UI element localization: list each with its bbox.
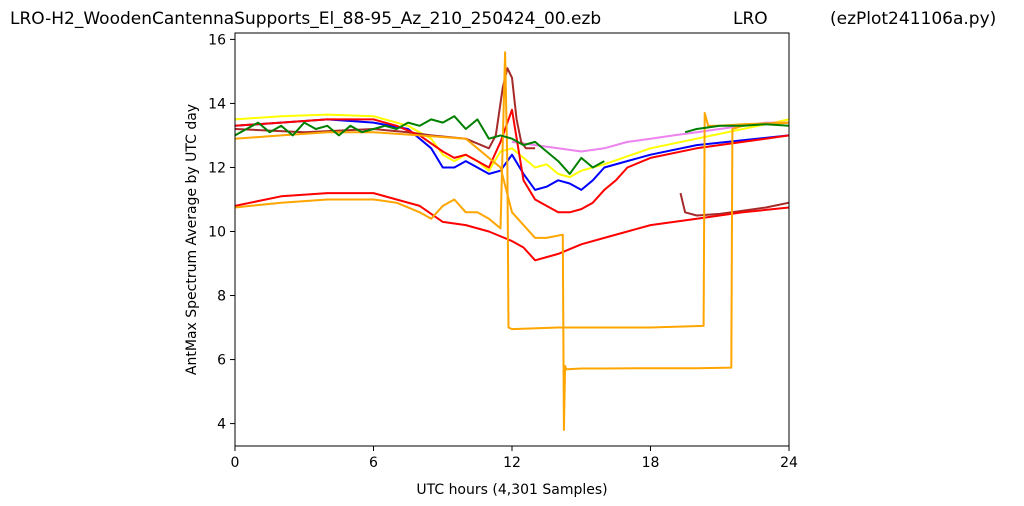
x-axis: 0 6 12 18 24 bbox=[231, 446, 798, 471]
series-line-5 bbox=[234, 108, 790, 214]
series-line-1 bbox=[511, 121, 789, 153]
series-line-0 bbox=[234, 113, 790, 179]
x-tick-label: 0 bbox=[231, 455, 240, 471]
site-label: LRO bbox=[733, 9, 768, 29]
x-tick-label: 24 bbox=[780, 455, 798, 471]
series-line-7 bbox=[234, 51, 790, 331]
file-name-header: LRO-H2_WoodenCantennaSupports_El_88-95_A… bbox=[10, 9, 602, 29]
plot-lines bbox=[234, 51, 790, 431]
y-tick-label: 10 bbox=[208, 224, 226, 240]
y-tick-label: 8 bbox=[217, 289, 226, 305]
series-line-4 bbox=[679, 192, 790, 217]
y-axis: 4 6 8 10 12 14 16 bbox=[208, 32, 235, 433]
y-tick-label: 14 bbox=[208, 96, 226, 112]
y-tick-label: 16 bbox=[208, 32, 226, 48]
series-line-9 bbox=[234, 115, 605, 175]
script-name-label: (ezPlot241106a.py) bbox=[830, 9, 997, 29]
x-tick-label: 12 bbox=[503, 455, 521, 471]
y-axis-label: AntMax Spectrum Average by UTC day bbox=[184, 104, 200, 375]
x-tick-label: 6 bbox=[369, 455, 378, 471]
x-tick-label: 18 bbox=[642, 455, 660, 471]
y-tick-label: 12 bbox=[208, 160, 226, 176]
series-line-3 bbox=[234, 67, 536, 150]
plot-area-frame bbox=[234, 32, 790, 447]
series-line-8 bbox=[234, 121, 790, 431]
series-line-2 bbox=[234, 118, 790, 191]
y-tick-label: 6 bbox=[217, 353, 226, 369]
y-tick-label: 4 bbox=[217, 417, 226, 433]
series-line-10 bbox=[684, 123, 790, 134]
x-axis-label: UTC hours (4,301 Samples) bbox=[416, 482, 607, 498]
series-line-6 bbox=[234, 192, 790, 262]
